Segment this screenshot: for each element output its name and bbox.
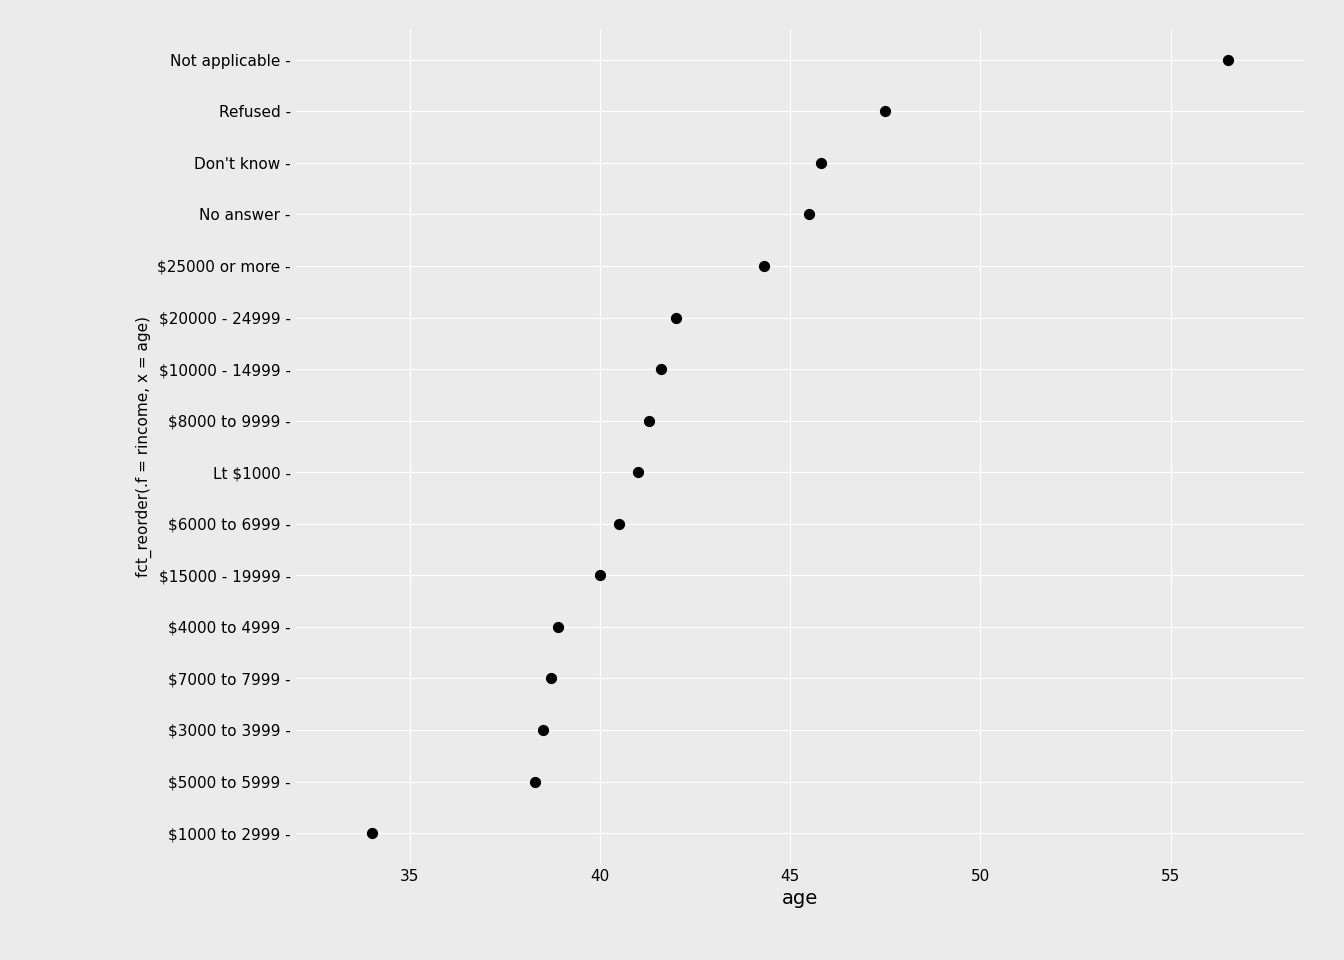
Point bbox=[875, 104, 896, 119]
Point bbox=[798, 206, 820, 222]
Point bbox=[753, 258, 774, 274]
Point bbox=[524, 774, 546, 789]
Point bbox=[650, 361, 672, 376]
X-axis label: age: age bbox=[782, 889, 817, 908]
Point bbox=[638, 413, 660, 428]
Point bbox=[547, 619, 569, 635]
Point bbox=[810, 156, 832, 171]
Point bbox=[1216, 52, 1238, 67]
Point bbox=[628, 465, 649, 480]
Point bbox=[362, 826, 383, 841]
Point bbox=[589, 567, 610, 583]
Point bbox=[532, 722, 554, 737]
Y-axis label: fct_reorder(.f = rincome, x = age): fct_reorder(.f = rincome, x = age) bbox=[136, 316, 152, 577]
Point bbox=[609, 516, 630, 532]
Point bbox=[540, 671, 562, 686]
Point bbox=[665, 310, 687, 325]
